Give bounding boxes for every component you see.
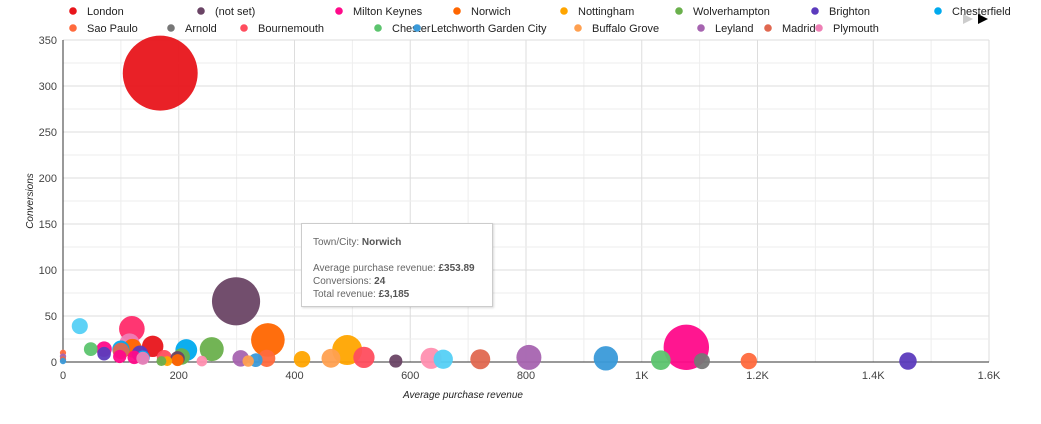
tooltip-conv: 24 xyxy=(374,276,386,287)
bubble xyxy=(59,357,67,365)
legend-label: Brighton xyxy=(829,6,870,18)
bubble xyxy=(693,353,710,370)
bubble xyxy=(899,352,917,370)
bubble xyxy=(113,349,127,364)
x-tick-label: 1.6K xyxy=(978,370,1001,382)
x-tick-label: 800 xyxy=(517,370,535,382)
y-tick-label: 150 xyxy=(39,219,57,231)
bubble xyxy=(136,351,150,365)
legend-marker xyxy=(811,7,819,15)
legend-prev-icon xyxy=(963,14,973,24)
tooltip-avg: £353.89 xyxy=(438,263,475,274)
tooltip-avg-label: Average purchase revenue: xyxy=(313,263,436,274)
tooltip-city: Norwich xyxy=(361,237,402,248)
y-axis-title: Conversions xyxy=(25,173,36,229)
y-tick-label: 350 xyxy=(39,35,57,47)
legend-label: Norwich xyxy=(471,6,511,18)
bubble xyxy=(211,277,261,326)
legend-label: Chesterfield xyxy=(952,6,1011,18)
legend-label: Milton Keynes xyxy=(353,6,423,18)
bubble xyxy=(651,350,671,370)
legend-label: Leyland xyxy=(715,23,754,35)
bubble xyxy=(242,355,254,367)
legend-label: Bournemouth xyxy=(258,23,324,35)
legend-marker xyxy=(69,7,77,15)
legend-marker xyxy=(560,7,568,15)
bubble xyxy=(251,323,285,357)
legend-marker xyxy=(413,24,421,32)
bubble xyxy=(171,354,184,367)
legend-marker xyxy=(697,24,705,32)
legend-label: Letchworth Garden City xyxy=(431,23,547,35)
y-tick-label: 100 xyxy=(39,265,57,277)
legend-marker xyxy=(69,24,77,32)
legend-label: Madrid xyxy=(782,23,816,35)
y-tick-label: 200 xyxy=(39,173,57,185)
y-tick-label: 50 xyxy=(45,311,57,323)
legend-marker xyxy=(335,7,343,15)
legend-label: London xyxy=(87,6,124,18)
legend-marker xyxy=(764,24,772,32)
legend-marker xyxy=(453,7,461,15)
x-axis-title: Average purchase revenue xyxy=(402,390,523,401)
legend-label: Plymouth xyxy=(833,23,879,35)
bubble xyxy=(71,318,88,335)
y-tick-label: 0 xyxy=(51,357,57,369)
tooltip: Town/City: Norwich Average purchase reve… xyxy=(301,223,493,307)
bubble xyxy=(516,344,542,370)
legend-label: Chester xyxy=(392,23,431,35)
bubble xyxy=(353,346,375,369)
legend-label: Wolverhampton xyxy=(693,6,770,18)
legend-marker xyxy=(374,24,382,32)
x-tick-label: 1K xyxy=(635,370,649,382)
bubble xyxy=(156,356,167,367)
legend-marker xyxy=(197,7,205,15)
bubble xyxy=(321,348,341,368)
tooltip-total-label: Total revenue: xyxy=(313,289,376,300)
legend-marker xyxy=(167,24,175,32)
tooltip-city-label: Town/City: xyxy=(313,237,360,248)
bubble xyxy=(470,349,491,370)
x-tick-label: 600 xyxy=(401,370,419,382)
legend-marker xyxy=(574,24,582,32)
x-tick-label: 200 xyxy=(170,370,188,382)
legend-next-icon[interactable] xyxy=(978,14,988,24)
tooltip-conv-label: Conversions: xyxy=(313,276,372,287)
bubble xyxy=(293,350,311,368)
bubble xyxy=(196,355,208,367)
bubble xyxy=(122,35,198,111)
legend-marker xyxy=(240,24,248,32)
x-tick-label: 0 xyxy=(60,370,66,382)
bubble xyxy=(83,342,98,357)
x-tick-label: 400 xyxy=(285,370,303,382)
legend-label: Nottingham xyxy=(578,6,634,18)
tooltip-total: £3,185 xyxy=(378,289,410,300)
bubble xyxy=(199,337,224,362)
legend-label: Sao Paulo xyxy=(87,23,138,35)
bubble xyxy=(258,349,276,367)
bubble xyxy=(389,354,403,368)
x-tick-label: 1.4K xyxy=(862,370,885,382)
bubble xyxy=(433,349,453,369)
legend-marker xyxy=(815,24,823,32)
bubble xyxy=(97,346,111,361)
bubble xyxy=(740,352,757,370)
legend-label: Arnold xyxy=(185,23,217,35)
y-tick-label: 250 xyxy=(39,127,57,139)
legend-label: (not set) xyxy=(215,6,255,18)
bubble xyxy=(593,346,619,371)
y-tick-label: 300 xyxy=(39,81,57,93)
legend-marker xyxy=(675,7,683,15)
legend-label: Buffalo Grove xyxy=(592,23,659,35)
legend-marker xyxy=(934,7,942,15)
x-tick-label: 1.2K xyxy=(746,370,769,382)
